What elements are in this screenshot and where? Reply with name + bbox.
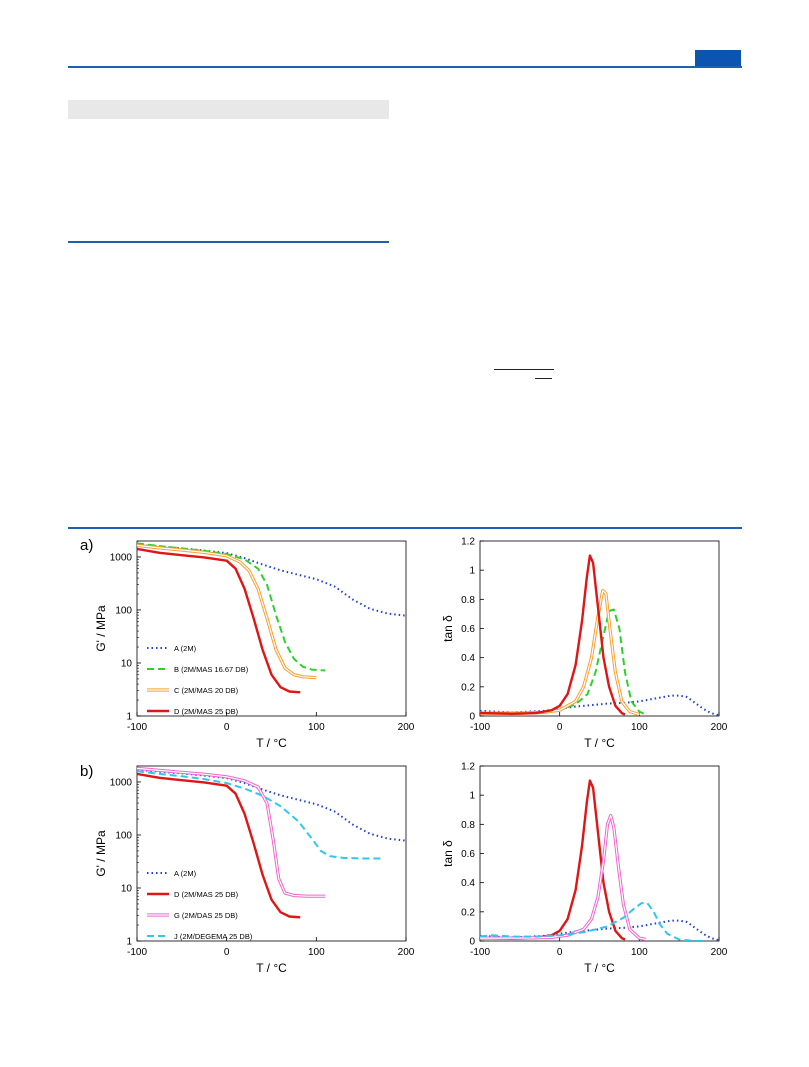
y-tick-label: 0.8: [461, 820, 475, 831]
plot-frame: [136, 540, 407, 717]
figure-rule: [68, 527, 742, 529]
legend-label: D (2M/MAS 25 DB): [174, 707, 239, 716]
y-axis-label: tan δ: [441, 615, 455, 642]
legend-label: D (2M/MAS 25 DB): [174, 890, 239, 899]
series-line: [137, 543, 317, 680]
x-tick-label: 0: [224, 722, 230, 733]
y-tick-label: 1: [126, 712, 132, 723]
y-axis-label: tan δ: [441, 840, 455, 867]
y-tick-label: 100: [115, 830, 132, 841]
series-line-inner: [480, 814, 646, 941]
legend-label: G (2M/DAS 25 DB): [174, 911, 238, 920]
series-line: [137, 770, 384, 860]
header-color-tab: [695, 50, 741, 66]
x-tick-label: 200: [398, 722, 415, 733]
x-axis-label: T / °C: [584, 961, 615, 975]
series-line: [480, 902, 707, 941]
legend-label: B (2M/MAS 16.67 DB): [174, 665, 249, 674]
chart-panel: -100 0 100 200 1 10 100 1000 T / °C G' / MPa A (2M…: [94, 540, 415, 750]
y-axis-label: G' / MPa: [94, 605, 108, 652]
series-line: [480, 694, 719, 716]
x-tick-label: -100: [127, 947, 147, 958]
y-tick-label: 1000: [110, 777, 133, 788]
series-line: [137, 542, 326, 672]
legend-label: J (2M/DEGEMA 25 DB): [174, 932, 253, 941]
series-line-inner: [137, 767, 326, 897]
x-axis-label: T / °C: [256, 961, 287, 975]
series-line: [480, 588, 640, 716]
fraction-line: [494, 369, 554, 370]
x-tick-label: -100: [470, 947, 490, 958]
series-line: [480, 554, 626, 716]
y-tick-label: 0.4: [461, 878, 475, 889]
series-line: [480, 813, 647, 941]
series-line: [137, 772, 301, 919]
y-tick-label: 0.6: [461, 624, 475, 635]
series-line: [137, 766, 326, 898]
fraction-line-small: [535, 378, 552, 379]
header-rule: [68, 66, 742, 68]
x-tick-label: 0: [557, 947, 563, 958]
x-tick-label: 100: [631, 722, 648, 733]
series-line: [480, 919, 719, 941]
section-heading-bar: [68, 100, 389, 119]
y-tick-label: 0: [469, 937, 475, 948]
section-rule: [68, 241, 389, 243]
x-tick-label: 200: [711, 947, 728, 958]
x-tick-label: 100: [631, 947, 648, 958]
y-tick-label: 100: [115, 605, 132, 616]
series-line: [137, 547, 301, 694]
y-tick-label: 1.2: [461, 537, 475, 548]
y-tick-label: 10: [121, 658, 133, 669]
y-tick-label: 1: [469, 566, 475, 577]
legend-label: A (2M): [174, 644, 197, 653]
y-tick-label: 0: [469, 712, 475, 723]
plot-frame: [136, 765, 407, 942]
y-tick-label: 0.2: [461, 682, 475, 693]
x-tick-label: 100: [308, 947, 325, 958]
y-tick-label: 0.4: [461, 653, 475, 664]
x-axis-label: T / °C: [584, 736, 615, 750]
x-tick-label: 0: [557, 722, 563, 733]
series-line-inner: [137, 544, 317, 679]
legend-label: C (2M/MAS 20 DB): [174, 686, 239, 695]
series-line-inner: [480, 589, 640, 716]
y-axis-label: G' / MPa: [94, 830, 108, 877]
x-tick-label: -100: [127, 722, 147, 733]
y-tick-label: 1000: [110, 552, 133, 563]
x-tick-label: -100: [470, 722, 490, 733]
y-tick-label: 1: [126, 937, 132, 948]
x-tick-label: 200: [398, 947, 415, 958]
x-tick-label: 200: [711, 722, 728, 733]
panel-label-a: a): [80, 537, 94, 554]
x-axis-label: T / °C: [256, 736, 287, 750]
y-tick-label: 0.6: [461, 849, 475, 860]
y-tick-label: 0.2: [461, 907, 475, 918]
x-tick-label: 100: [308, 722, 325, 733]
y-tick-label: 0.8: [461, 595, 475, 606]
chart-panel: -100 0 100 200 1 10 100 1000 T / °C G' / MPa A (2M…: [94, 765, 415, 975]
x-tick-label: 0: [224, 947, 230, 958]
y-tick-label: 1: [469, 791, 475, 802]
legend-label: A (2M): [174, 869, 197, 878]
y-tick-label: 1.2: [461, 762, 475, 773]
y-tick-label: 10: [121, 883, 133, 894]
panel-label-b: b): [80, 763, 94, 780]
